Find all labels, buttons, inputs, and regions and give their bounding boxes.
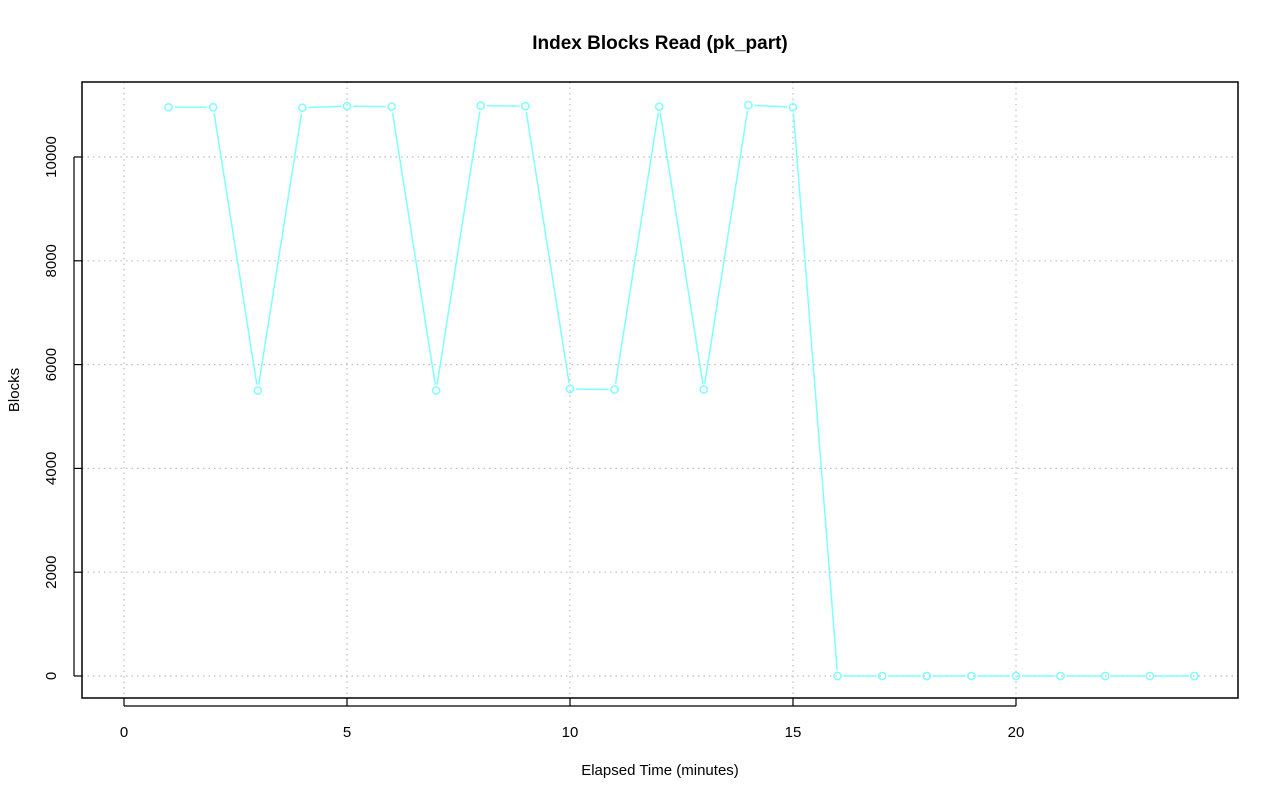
- data-point: [699, 385, 709, 394]
- series-line-segment: [754, 104, 788, 108]
- data-point: [610, 385, 619, 394]
- series-line-segment: [257, 113, 303, 385]
- data-point: [1100, 671, 1110, 681]
- x-tick-label: 0: [120, 724, 128, 741]
- series-line-segment: [391, 112, 437, 385]
- data-point: [164, 102, 173, 112]
- data-point: [521, 101, 530, 111]
- data-point: [788, 102, 798, 112]
- data-point: [1056, 671, 1065, 681]
- y-axis: 0 2000 4000 6000 8000 10000: [43, 136, 82, 680]
- x-axis: 0 5 10 15 20: [120, 698, 1025, 741]
- series-line-segment: [308, 105, 342, 109]
- data-point: [1011, 671, 1021, 681]
- series-line-segment: [213, 112, 258, 385]
- series-line-segment: [436, 111, 481, 385]
- data-point: [877, 671, 887, 681]
- x-axis-label: Elapsed Time (minutes): [581, 762, 739, 779]
- y-tick-label: 6000: [43, 348, 60, 381]
- plot-frame: [81, 81, 1239, 699]
- data-point: [565, 384, 575, 394]
- series-line-segment: [614, 112, 660, 384]
- data-point: [744, 100, 753, 110]
- grid-layer: [82, 82, 1238, 698]
- y-tick-label: 10000: [43, 136, 60, 178]
- data-point: [1145, 671, 1155, 681]
- data-point: [833, 671, 842, 681]
- x-tick-label: 10: [562, 724, 579, 741]
- chart-title: Index Blocks Read (pk_part): [532, 33, 788, 54]
- y-tick-label: 4000: [43, 452, 60, 485]
- data-point: [476, 101, 486, 110]
- data-point: [253, 386, 263, 395]
- data-point: [431, 386, 441, 395]
- x-tick-label: 20: [1008, 724, 1025, 741]
- series-line-segment: [792, 113, 838, 671]
- data-point: [1190, 671, 1199, 681]
- series-line-segment: [703, 110, 749, 384]
- y-tick-label: 0: [43, 672, 60, 680]
- data-point: [298, 103, 307, 113]
- y-tick-label: 8000: [43, 244, 60, 277]
- data-point: [922, 671, 932, 681]
- data-point: [342, 101, 352, 111]
- data-point: [387, 102, 396, 112]
- series-line-segment: [659, 112, 704, 384]
- x-tick-label: 15: [785, 724, 802, 741]
- data-point: [967, 671, 976, 681]
- data-point: [208, 102, 218, 112]
- x-tick-label: 5: [343, 724, 351, 741]
- data-point: [654, 102, 664, 112]
- series-layer: [164, 100, 1199, 681]
- y-tick-label: 2000: [43, 556, 60, 589]
- y-axis-label: Blocks: [6, 368, 23, 412]
- series-line-segment: [525, 111, 570, 384]
